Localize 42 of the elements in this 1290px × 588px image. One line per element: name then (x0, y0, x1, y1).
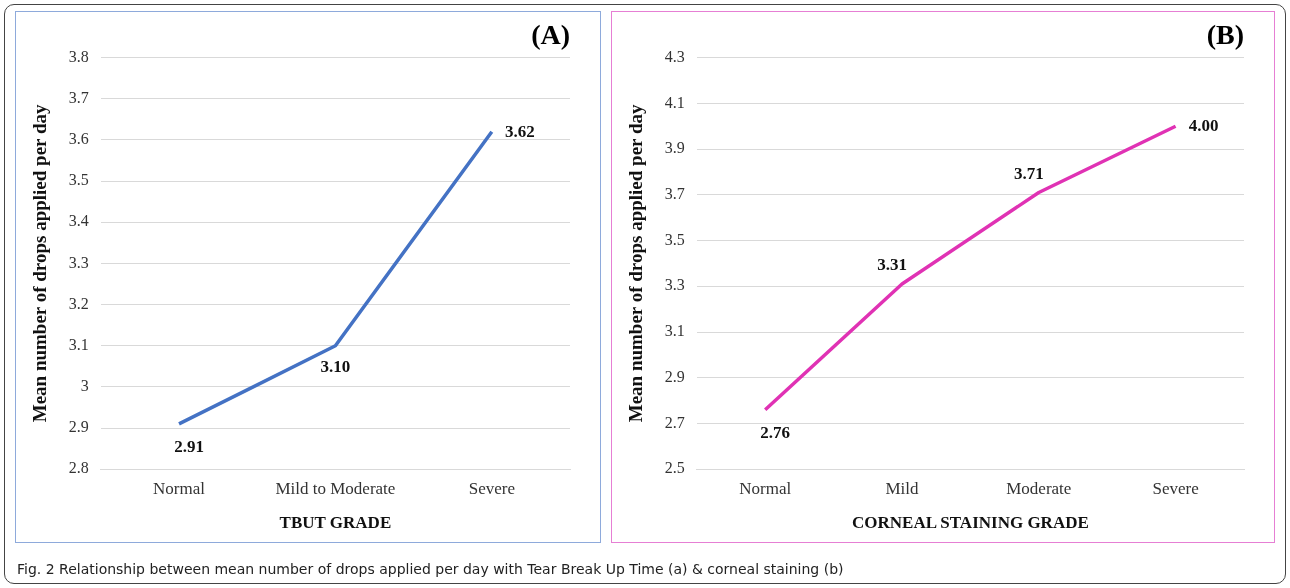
y-tick-label: 3.7 (664, 185, 685, 202)
y-tick-label: 3.1 (664, 322, 685, 340)
y-axis-title: Mean number of drops applied per day (29, 104, 51, 423)
x-tick-label: Normal (153, 478, 206, 498)
y-tick-label: 2.8 (68, 459, 89, 477)
x-axis-title: CORNEAL STAINING GRADE (852, 513, 1089, 533)
y-tick-label: 2.9 (664, 367, 685, 385)
y-tick-label: 3.4 (68, 212, 89, 230)
x-axis-title: TBUT GRADE (279, 513, 392, 533)
y-tick-label: 3 (80, 377, 89, 395)
y-tick-label: 3.3 (664, 276, 685, 294)
data-label: 3.71 (1013, 163, 1044, 183)
y-tick-label: 3.1 (68, 335, 89, 353)
y-tick-label: 3.5 (68, 171, 89, 189)
y-tick-label: 3.6 (68, 130, 89, 148)
y-tick-label: 3.8 (68, 47, 89, 65)
chart-title: (A) (531, 19, 570, 51)
y-tick-label: 3.2 (68, 294, 89, 312)
data-label: 2.91 (174, 436, 204, 456)
x-tick-label: Normal (739, 478, 792, 498)
y-tick-label: 3.5 (664, 230, 685, 248)
data-label: 3.62 (504, 121, 535, 141)
y-axis-title: Mean number of drops applied per day (625, 104, 647, 423)
x-tick-label: Severe (468, 478, 515, 498)
y-tick-label: 2.7 (664, 413, 685, 431)
x-tick-label: Severe (1152, 478, 1199, 498)
data-label: 3.10 (320, 356, 351, 376)
x-tick-label: Mild to Moderate (275, 478, 396, 498)
y-tick-label: 2.5 (664, 459, 685, 477)
y-tick-label: 4.3 (664, 47, 685, 65)
y-tick-label: 3.7 (68, 88, 89, 106)
data-label: 4.00 (1188, 116, 1219, 136)
y-tick-label: 3.3 (68, 253, 89, 271)
y-tick-label: 3.9 (664, 139, 685, 157)
data-label: 3.31 (877, 254, 907, 274)
data-label: 2.76 (760, 422, 791, 442)
y-tick-label: 2.9 (68, 418, 89, 436)
x-tick-label: Moderate (1006, 478, 1072, 498)
x-tick-label: Mild (885, 478, 920, 498)
caption: Fig. 2 Relationship between mean number of drops applied per day with Tear Break Up Time (a) & corneal staining (b) (17, 561, 844, 577)
y-tick-label: 4.1 (664, 93, 685, 111)
chart-title: (B) (1206, 19, 1244, 51)
